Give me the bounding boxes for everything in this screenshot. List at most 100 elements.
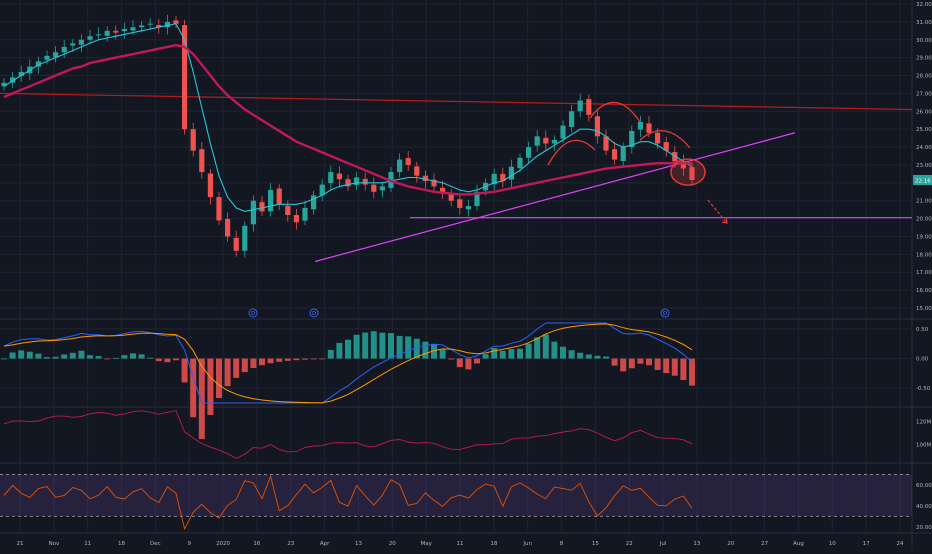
candle-body — [397, 160, 402, 173]
y-tick-label: 28.00 — [916, 74, 932, 80]
macd-histogram-bar — [27, 352, 33, 359]
x-tick-label: Jun — [522, 541, 532, 547]
macd-histogram-bar — [164, 359, 170, 363]
candle-body — [225, 219, 230, 237]
x-tick-label: 21 — [17, 541, 24, 547]
macd-histogram-bar — [70, 353, 76, 359]
candle-body — [242, 226, 247, 251]
candle-body — [569, 111, 574, 127]
macd-histogram-bar — [379, 333, 385, 359]
x-tick-label: 17 — [863, 541, 870, 547]
y-tick-label: 19.00 — [916, 234, 932, 240]
macd-histogram-bar — [405, 336, 411, 358]
candle-body — [509, 167, 514, 180]
x-tick-label: 18 — [118, 541, 125, 547]
candle-body — [285, 206, 290, 215]
macd-histogram-bar — [207, 359, 213, 415]
candle-body — [234, 238, 239, 251]
dividend-marker-label: D — [663, 311, 667, 317]
macd-histogram-bar — [508, 349, 514, 358]
macd-histogram-bar — [190, 359, 196, 418]
x-tick-label: 22 — [626, 541, 633, 547]
candle-body — [87, 36, 92, 40]
x-tick-label: 10 — [829, 541, 836, 547]
x-tick-label: 23 — [287, 541, 294, 547]
candle-body — [543, 138, 548, 144]
y-tick-label: 25.00 — [916, 127, 932, 133]
candle-body — [44, 56, 49, 60]
macd-histogram-bar — [87, 355, 93, 358]
x-tick-label: 13 — [355, 541, 362, 547]
macd-histogram-bar — [663, 359, 669, 374]
macd-histogram-bar — [10, 352, 16, 358]
macd-y-tick: 0.00 — [916, 357, 929, 363]
x-tick-label: 11 — [84, 541, 91, 547]
macd-histogram-bar — [182, 359, 188, 383]
macd-histogram-bar — [569, 350, 575, 358]
candle-body — [638, 122, 643, 130]
y-tick-label: 24.00 — [916, 145, 932, 151]
macd-histogram-bar — [577, 353, 583, 359]
macd-histogram-bar — [53, 357, 59, 359]
candle-body — [113, 31, 118, 33]
y-tick-label: 26.00 — [916, 109, 932, 115]
candle-body — [560, 126, 565, 139]
macd-histogram-bar — [551, 342, 557, 359]
macd-histogram-bar — [1, 359, 7, 360]
candle-body — [122, 29, 127, 31]
y-tick-label: 31.00 — [916, 20, 932, 26]
candle-body — [105, 31, 110, 36]
macd-histogram-bar — [216, 359, 222, 398]
candle-body — [311, 195, 316, 209]
rsi-y-tick: 60.00 — [916, 483, 932, 489]
last-price-label: 22.16 — [915, 178, 931, 184]
candle-body — [578, 101, 583, 112]
macd-histogram-bar — [371, 331, 377, 358]
x-tick-label: Aug — [793, 541, 804, 547]
macd-histogram-bar — [517, 349, 523, 359]
macd-histogram-bar — [448, 359, 454, 360]
x-tick-label: 13 — [693, 541, 700, 547]
rsi-band-fill — [0, 474, 912, 516]
candle-body — [302, 208, 307, 221]
macd-histogram-bar — [680, 359, 686, 381]
x-tick-label: 15 — [592, 541, 599, 547]
y-tick-label: 17.00 — [916, 270, 932, 276]
macd-histogram-bar — [612, 359, 618, 366]
candle-body — [251, 201, 256, 225]
macd-histogram-bar — [526, 344, 532, 359]
x-tick-label: 9 — [187, 541, 191, 547]
y-tick-label: 15.00 — [916, 306, 932, 312]
macd-y-tick: 0.50 — [916, 327, 929, 333]
y-tick-label: 32.00 — [916, 2, 932, 8]
macd-histogram-bar — [113, 358, 119, 359]
macd-histogram-bar — [646, 359, 652, 366]
macd-histogram-bar — [689, 359, 695, 386]
macd-histogram-bar — [465, 359, 471, 370]
candle-body — [62, 47, 67, 52]
candle-body — [130, 27, 135, 30]
macd-histogram-bar — [156, 359, 162, 362]
candle-body — [354, 177, 359, 185]
candle-body — [259, 202, 264, 211]
candle-body — [328, 172, 333, 183]
macd-histogram-bar — [35, 354, 41, 359]
macd-histogram-bar — [672, 359, 678, 376]
macd-histogram-bar — [336, 343, 342, 359]
macd-histogram-bar — [422, 342, 428, 359]
x-tick-label: 2020 — [216, 541, 230, 547]
macd-histogram-bar — [104, 359, 110, 360]
candle-body — [96, 34, 101, 35]
candle-body — [380, 186, 385, 190]
candle-body — [363, 179, 368, 185]
macd-histogram-bar — [500, 351, 506, 359]
x-tick-label: May — [420, 541, 432, 547]
macd-histogram-bar — [276, 359, 282, 362]
candle-body — [337, 174, 342, 180]
y-tick-label: 16.00 — [916, 288, 932, 294]
macd-histogram-bar — [620, 359, 626, 372]
macd-histogram-bar — [139, 354, 145, 358]
